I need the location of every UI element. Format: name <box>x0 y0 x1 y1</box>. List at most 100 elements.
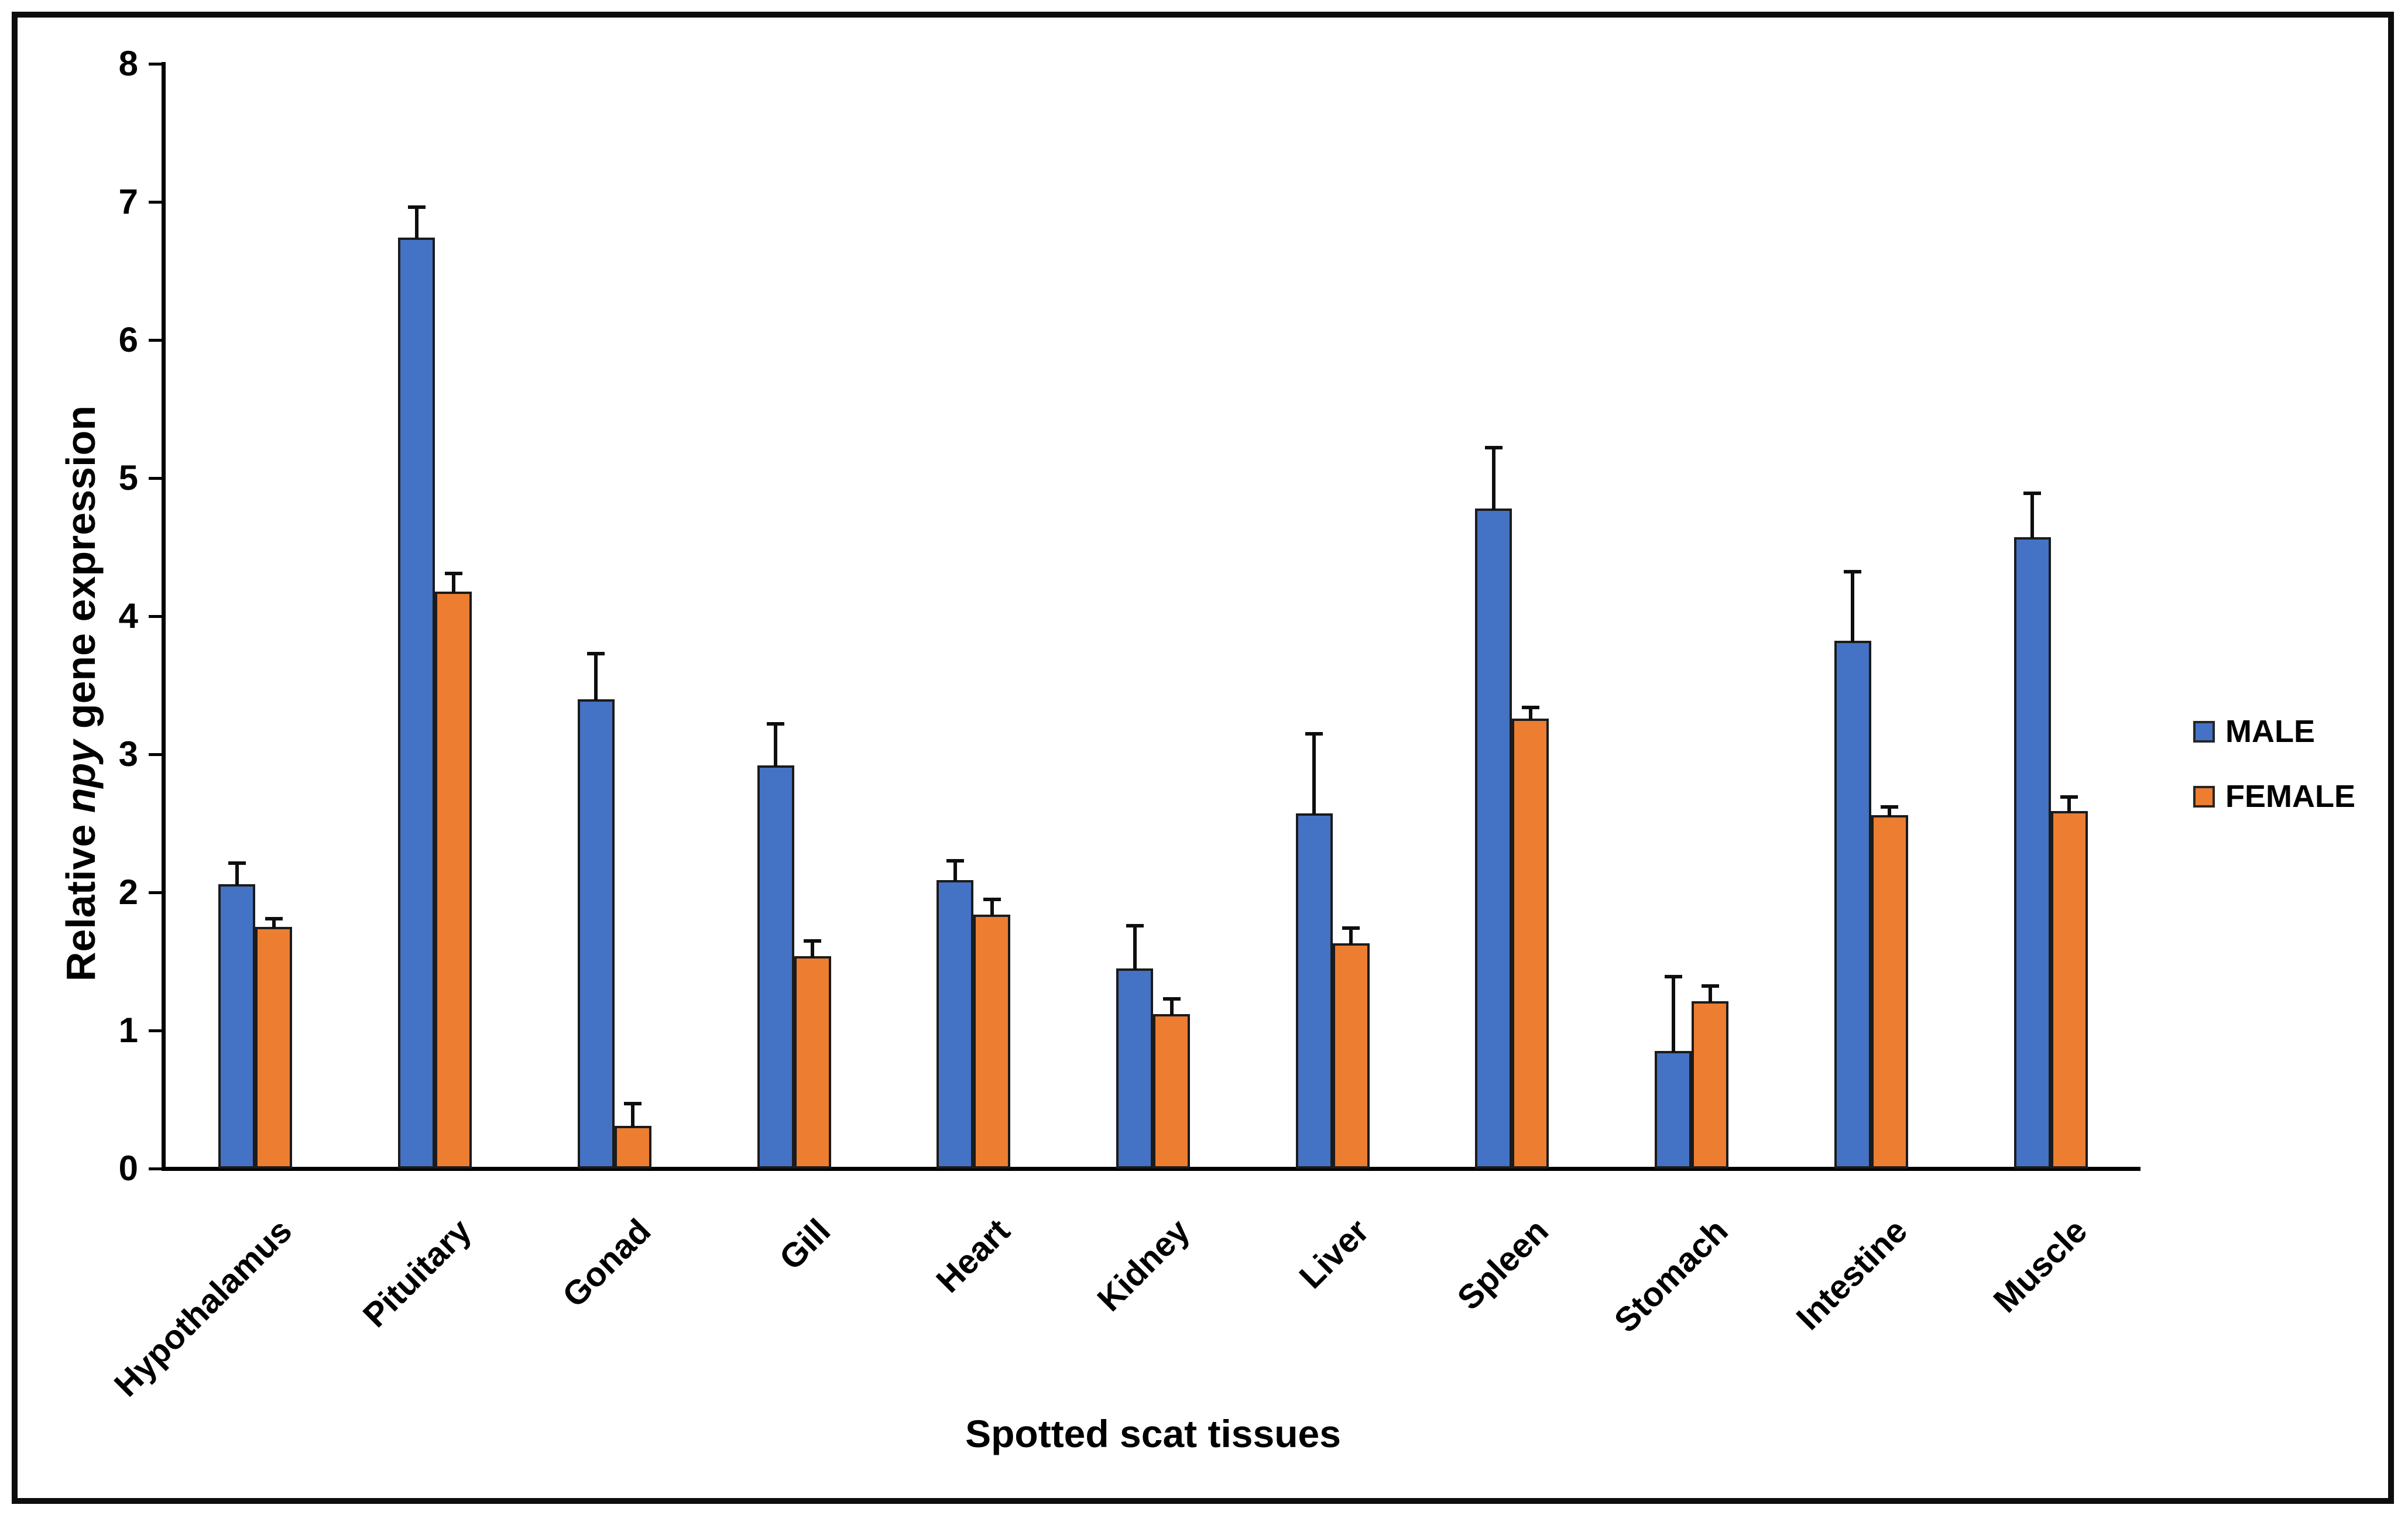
bar-female-liver <box>1332 943 1370 1169</box>
error-bar-female-spleen <box>1528 707 1532 720</box>
error-bar-male-kidney <box>1133 926 1137 970</box>
y-tick-label: 7 <box>118 182 138 221</box>
legend-entry-male: MALE <box>2193 714 2355 749</box>
bar-male-gill <box>757 765 794 1169</box>
x-axis-title: Spotted scat tissues <box>965 1412 1341 1455</box>
bar-female-spleen <box>1512 719 1549 1169</box>
error-bar-cap-male-spleen <box>1484 446 1503 449</box>
y-axis-tick <box>149 339 162 342</box>
y-axis-title: Relative npy gene expression <box>57 406 104 981</box>
bar-male-gonad <box>577 699 615 1169</box>
error-bar-female-pituitary <box>451 573 455 593</box>
bar-female-intestine <box>1871 815 1908 1169</box>
y-axis-tick <box>149 201 162 204</box>
error-bar-male-intestine <box>1851 572 1855 642</box>
bar-female-heart <box>973 915 1011 1169</box>
error-bar-cap-female-hypothalamus <box>265 917 283 920</box>
male-legend-swatch-icon <box>2193 721 2215 743</box>
error-bar-cap-female-intestine <box>1881 805 1899 809</box>
error-bar-cap-female-kidney <box>1162 997 1181 1001</box>
y-tick-label: 3 <box>118 734 138 774</box>
error-bar-cap-female-gonad <box>624 1102 642 1105</box>
error-bar-cap-male-gill <box>767 722 785 726</box>
y-axis-title-gene-name: npy <box>58 740 104 813</box>
error-bar-male-spleen <box>1491 448 1495 510</box>
y-axis-title-suffix: gene expression <box>58 405 104 740</box>
legend-label-female: FEMALE <box>2225 779 2355 814</box>
error-bar-female-liver <box>1349 928 1353 944</box>
error-bar-cap-male-heart <box>946 859 964 863</box>
error-bar-male-heart <box>953 861 957 881</box>
y-tick-label: 0 <box>118 1149 138 1188</box>
error-bar-cap-male-pituitary <box>407 205 426 209</box>
y-axis-tick <box>149 1029 162 1032</box>
bar-male-intestine <box>1834 641 1871 1169</box>
bar-male-liver <box>1295 813 1333 1169</box>
error-bar-female-intestine <box>1888 807 1892 816</box>
error-bar-cap-female-liver <box>1342 926 1360 930</box>
bar-male-muscle <box>2013 537 2051 1169</box>
y-tick-label: 6 <box>118 320 138 359</box>
error-bar-male-liver <box>1312 734 1316 815</box>
error-bar-cap-female-spleen <box>1521 706 1539 709</box>
bar-female-hypothalamus <box>255 927 293 1169</box>
female-legend-swatch-icon <box>2193 786 2215 808</box>
error-bar-female-hypothalamus <box>272 919 276 928</box>
error-bar-cap-female-muscle <box>2060 795 2078 799</box>
error-bar-male-pituitary <box>414 207 419 239</box>
error-bar-female-gonad <box>631 1104 635 1127</box>
error-bar-cap-male-kidney <box>1126 924 1144 927</box>
bar-male-spleen <box>1475 509 1512 1169</box>
bar-female-kidney <box>1153 1014 1190 1169</box>
bar-male-heart <box>937 880 974 1169</box>
y-axis-tick <box>149 477 162 480</box>
error-bar-female-stomach <box>1708 986 1712 1002</box>
error-bar-female-muscle <box>2067 797 2071 812</box>
y-tick-label: 1 <box>118 1011 138 1050</box>
bar-male-kidney <box>1116 968 1153 1169</box>
y-axis-tick <box>149 63 162 66</box>
error-bar-cap-male-hypothalamus <box>228 861 246 865</box>
bar-female-gonad <box>614 1126 651 1169</box>
error-bar-male-muscle <box>2030 493 2035 538</box>
y-axis-tick <box>149 753 162 756</box>
y-tick-label: 2 <box>118 872 138 912</box>
bar-female-muscle <box>2050 811 2088 1169</box>
y-tick-label: 4 <box>118 596 138 635</box>
legend-label-male: MALE <box>2225 714 2315 749</box>
error-bar-male-gill <box>774 724 778 767</box>
error-bar-cap-female-heart <box>983 898 1001 901</box>
error-bar-female-heart <box>990 899 994 916</box>
y-axis-title-prefix: Relative <box>58 813 104 982</box>
error-bar-male-hypothalamus <box>235 863 239 885</box>
error-bar-cap-male-muscle <box>2023 492 2042 495</box>
y-axis-tick <box>149 615 162 618</box>
bar-male-hypothalamus <box>218 884 256 1169</box>
legend: MALE FEMALE <box>2193 714 2355 851</box>
bar-male-stomach <box>1655 1051 1692 1169</box>
x-axis-line <box>162 1167 2141 1171</box>
error-bar-female-kidney <box>1169 999 1174 1015</box>
bar-female-stomach <box>1692 1001 1729 1169</box>
bar-female-pituitary <box>435 592 472 1169</box>
y-axis-line <box>162 62 166 1170</box>
error-bar-male-stomach <box>1671 977 1675 1052</box>
error-bar-cap-male-intestine <box>1844 570 1862 573</box>
y-axis-tick <box>149 1167 162 1170</box>
error-bar-cap-male-gonad <box>587 652 605 655</box>
error-bar-cap-male-stomach <box>1664 975 1682 978</box>
bar-male-pituitary <box>398 238 435 1169</box>
error-bar-male-gonad <box>594 654 598 700</box>
error-bar-cap-female-stomach <box>1701 984 1719 988</box>
y-axis-tick <box>149 891 162 894</box>
y-tick-label: 8 <box>118 44 138 83</box>
error-bar-female-gill <box>811 941 815 957</box>
y-tick-label: 5 <box>118 458 138 497</box>
error-bar-cap-female-gill <box>804 939 822 943</box>
error-bar-cap-male-liver <box>1305 732 1323 736</box>
figure-border <box>12 12 2394 1504</box>
bar-female-gill <box>794 956 831 1169</box>
error-bar-cap-female-pituitary <box>444 572 462 575</box>
legend-entry-female: FEMALE <box>2193 779 2355 814</box>
